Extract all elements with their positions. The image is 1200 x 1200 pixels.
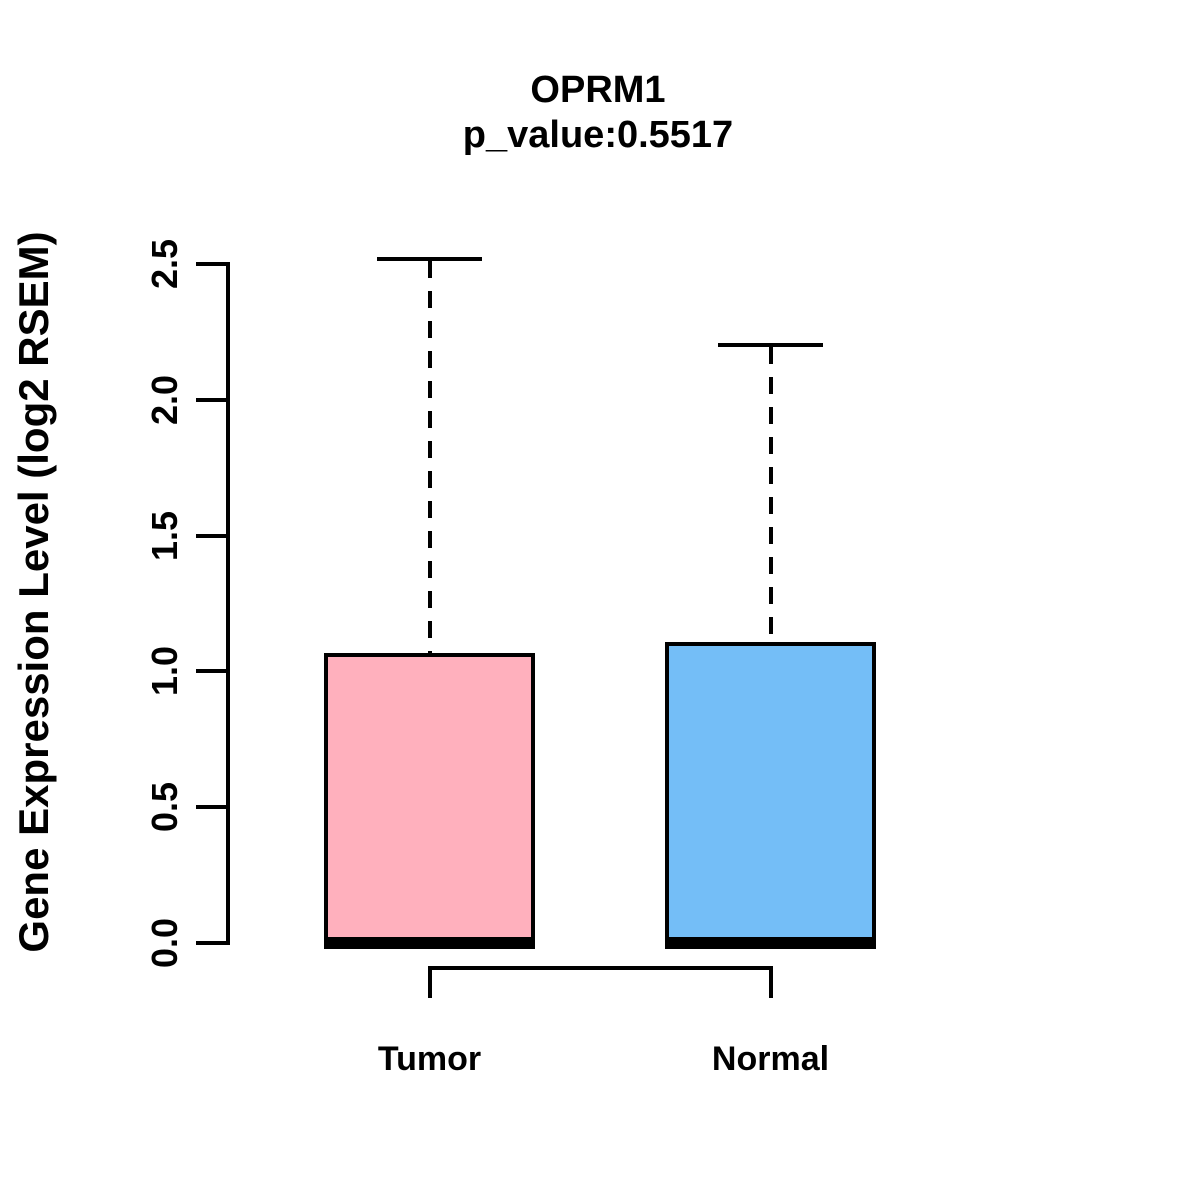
y-tick-mark — [196, 533, 226, 538]
y-tick-label: 1.0 — [144, 646, 185, 697]
y-axis-label: Gene Expression Level (log2 RSEM) — [10, 231, 57, 953]
y-tick-label: 1.5 — [144, 510, 185, 561]
chart-title: OPRM1 — [530, 69, 666, 111]
y-tick-label: 0.5 — [144, 782, 185, 833]
median-line — [665, 937, 876, 949]
upper-whisker-line — [768, 347, 773, 643]
x-category-label-tumor: Tumor — [377, 1040, 482, 1078]
chart-subtitle-pvalue: p_value:0.5517 — [462, 114, 734, 156]
y-axis-line — [226, 262, 230, 945]
y-tick-label: 2.5 — [144, 238, 185, 290]
upper-whisker-cap — [377, 256, 482, 261]
y-tick-label: 0.0 — [144, 917, 185, 969]
y-tick-mark — [196, 669, 226, 674]
median-line — [324, 937, 535, 949]
y-tick-mark — [196, 805, 226, 810]
y-tick-label: 2.0 — [144, 374, 185, 425]
y-tick-mark — [196, 941, 226, 945]
comparison-bracket — [427, 966, 773, 998]
upper-whisker-cap — [718, 343, 823, 348]
box-normal — [665, 642, 876, 945]
upper-whisker-line — [427, 260, 432, 654]
x-category-label-normal: Normal — [711, 1040, 830, 1078]
y-tick-mark — [196, 262, 226, 266]
box-tumor — [324, 653, 535, 945]
y-tick-mark — [196, 397, 226, 402]
